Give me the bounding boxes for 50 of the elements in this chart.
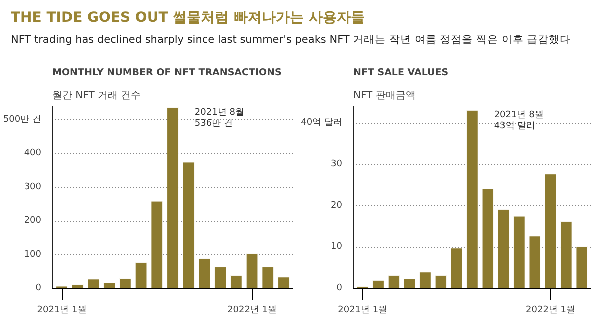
chart-subtitle: 월간 NFT 거래 건수	[52, 90, 142, 102]
bar	[214, 267, 227, 288]
bar	[182, 162, 195, 288]
y-tick-label: 10	[331, 242, 343, 252]
bar	[198, 258, 211, 288]
bar	[104, 282, 116, 288]
chart-subtitle: NFT 판매금액	[354, 90, 416, 102]
chart-title: MONTHLY NUMBER OF NFT TRANSACTIONS	[52, 68, 282, 78]
bar	[529, 236, 542, 288]
x-tick-label: 2022년 1월	[526, 306, 576, 316]
bar	[119, 278, 132, 288]
chart-title: NFT SALE VALUES	[354, 68, 449, 78]
bar	[372, 280, 384, 288]
bar	[135, 262, 148, 288]
x-tick-label: 2021년 1월	[338, 306, 388, 316]
bar	[435, 275, 448, 288]
bar	[560, 222, 572, 288]
bar	[544, 174, 557, 288]
bar	[514, 216, 526, 288]
bar	[498, 210, 510, 288]
y-tick-label: 0	[336, 284, 343, 294]
bar	[450, 248, 463, 288]
bar	[482, 188, 494, 288]
annotation: 2021년 8월 536만 건	[194, 108, 244, 129]
x-tick-label: 2022년 1월	[228, 306, 278, 316]
bar	[388, 275, 400, 288]
annotation: 2021년 8월 43억 달러	[494, 110, 544, 132]
bar	[246, 254, 258, 288]
bar	[404, 278, 416, 288]
bar	[278, 277, 290, 288]
y-tick-label: 500만 건	[3, 114, 42, 125]
y-tick-label: 40억 달러	[301, 118, 343, 128]
bar	[230, 275, 242, 288]
y-tick-label: 20	[331, 200, 343, 211]
x-tick-label: 2021년 1월	[37, 306, 87, 316]
y-tick-label: 100	[24, 250, 42, 260]
y-tick-label: 400	[24, 148, 42, 159]
text: NFT trading has declined sharply since last summer's peaks NFT 거래는 작년 여름 정점을 찍은 이후 급감했다	[11, 33, 572, 47]
y-tick-label: 0	[36, 284, 42, 294]
y-tick-label: 30	[331, 159, 343, 170]
y-tick-label: 300	[24, 182, 42, 192]
bar	[88, 279, 100, 288]
text: THE TIDE GOES OUT 썰물처럼 빠져나가는 사용자들	[11, 9, 366, 27]
bar	[262, 267, 274, 288]
bar	[576, 246, 588, 288]
bar	[466, 110, 478, 288]
bar	[151, 201, 164, 288]
bar	[167, 108, 179, 288]
y-tick-label: 200	[24, 216, 42, 226]
bar	[420, 272, 432, 288]
